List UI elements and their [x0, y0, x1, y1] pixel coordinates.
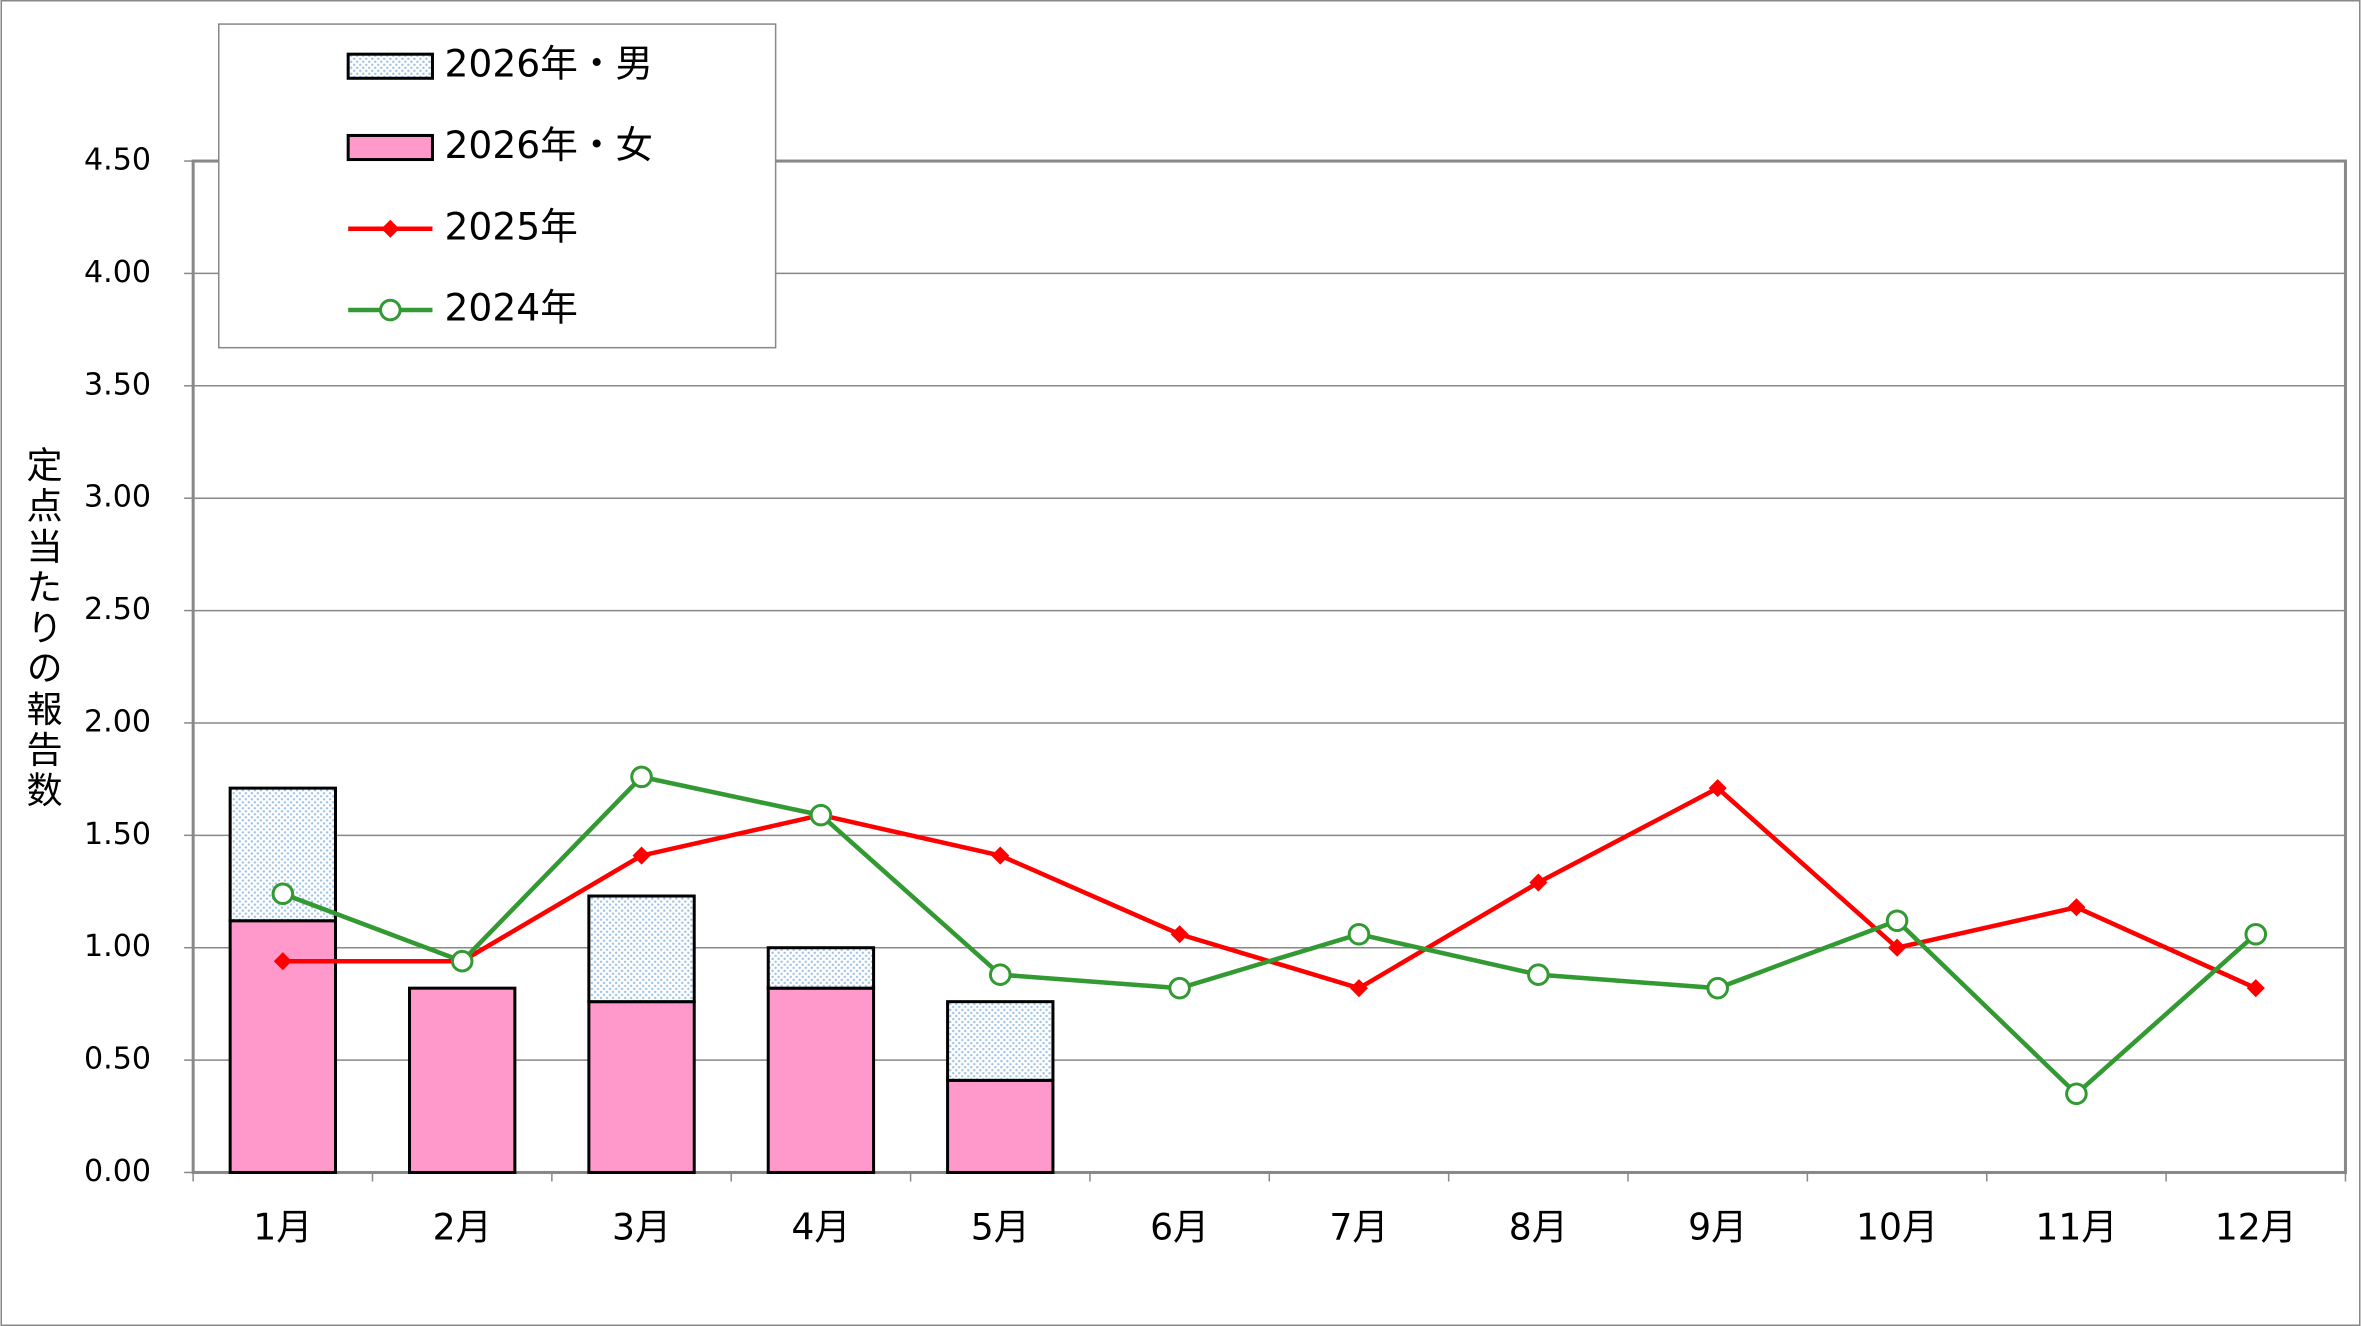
legend-label: 2024年 [445, 286, 578, 330]
line-marker [1888, 938, 1907, 957]
legend-label: 2025年 [445, 204, 578, 248]
line-marker [2246, 979, 2265, 998]
line-marker [809, 803, 833, 827]
bar [587, 1000, 696, 1174]
x-tick-label: 8月 [1509, 1206, 1568, 1249]
legend-marker [381, 219, 400, 238]
line-marker [450, 949, 474, 973]
line-marker [2067, 898, 2086, 917]
bar [946, 1078, 1055, 1174]
y-tick-label: 3.00 [84, 480, 151, 515]
x-tick-label: 4月 [791, 1206, 850, 1249]
line-marker [630, 765, 653, 789]
x-tick-label: 3月 [612, 1206, 671, 1249]
y-tick-label: 2.00 [84, 704, 151, 739]
legend-label: 2026年・女 [445, 123, 654, 167]
bar [766, 986, 876, 1174]
x-tick-label: 6月 [1150, 1206, 1209, 1249]
y-axis-label: 定点当たりの報告数 [21, 446, 64, 812]
line-marker [2244, 922, 2268, 946]
bar [946, 1000, 1055, 1082]
y-tick-label: 1.00 [84, 929, 151, 964]
y-tick-label: 4.00 [84, 255, 151, 290]
line-marker [271, 882, 295, 906]
legend-marker [379, 298, 402, 322]
y-tick-label: 3.50 [84, 367, 151, 402]
y-tick-label: 4.50 [84, 143, 151, 178]
line-marker [1527, 963, 1550, 986]
line-marker [991, 846, 1010, 865]
y-tick-label: 0.50 [84, 1042, 151, 1077]
bar [766, 946, 876, 990]
bar [587, 894, 696, 1004]
line-marker [632, 846, 651, 865]
x-tick-label: 7月 [1329, 1206, 1388, 1249]
y-tick-label: 0.00 [84, 1154, 151, 1189]
line-marker [1347, 922, 1371, 946]
x-tick-label: 11月 [2035, 1206, 2117, 1249]
line-marker [1168, 976, 1191, 1000]
x-tick-label: 5月 [971, 1206, 1030, 1249]
y-tick-label: 2.50 [84, 592, 151, 627]
legend-swatch [346, 133, 434, 162]
line-marker [1706, 976, 1729, 1000]
line [282, 774, 2258, 1097]
line-marker [1708, 779, 1727, 798]
y-tick-label: 1.50 [84, 817, 151, 852]
line-marker [2065, 1082, 2088, 1106]
x-tick-label: 10月 [1856, 1206, 1938, 1249]
x-tick-label: 1月 [253, 1206, 312, 1249]
x-tick-label: 9月 [1688, 1206, 1747, 1249]
x-tick-label: 2月 [433, 1206, 492, 1249]
x-tick-label: 12月 [2215, 1206, 2297, 1249]
legend-label: 2026年・男 [445, 42, 654, 86]
legend-box [217, 23, 777, 349]
legend-swatch [346, 52, 434, 80]
line-marker [1885, 909, 1909, 933]
line-marker [988, 963, 1012, 986]
bar [408, 986, 517, 1174]
